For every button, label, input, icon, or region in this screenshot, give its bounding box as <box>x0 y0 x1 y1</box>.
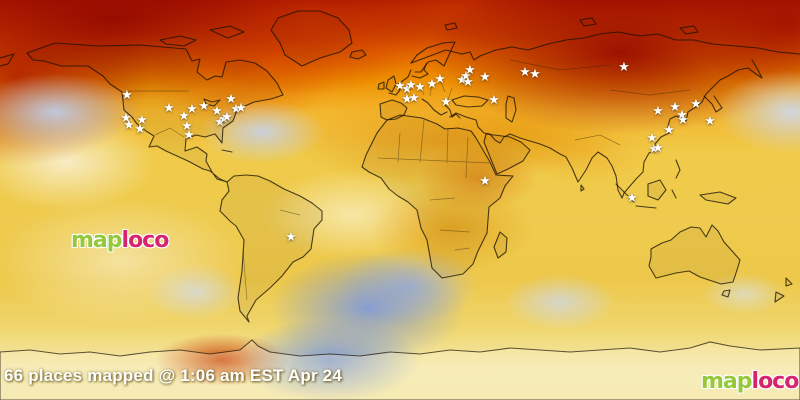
logo-text-loco: loco <box>121 228 170 253</box>
place-marker-star: ★ <box>401 80 413 96</box>
place-marker-star: ★ <box>230 100 242 116</box>
place-marker-star: ★ <box>178 107 190 123</box>
place-marker-star: ★ <box>462 73 474 89</box>
place-marker-star: ★ <box>434 70 446 86</box>
place-marker-star: ★ <box>120 109 132 125</box>
place-marker-star: ★ <box>704 112 716 128</box>
place-marker-star: ★ <box>479 68 491 84</box>
place-marker-star: ★ <box>626 189 638 205</box>
place-marker-star: ★ <box>690 95 702 111</box>
place-marker-star: ★ <box>163 99 175 115</box>
logo-text-map: map <box>701 369 753 394</box>
place-marker-star: ★ <box>460 67 472 83</box>
place-marker-star: ★ <box>488 91 500 107</box>
place-marker-star: ★ <box>529 65 541 81</box>
place-marker-star: ★ <box>464 61 476 77</box>
place-marker-star: ★ <box>676 106 688 122</box>
place-marker-star: ★ <box>426 75 438 91</box>
place-marker-star: ★ <box>440 93 452 109</box>
place-marker-star: ★ <box>652 102 664 118</box>
logo-text-map: map <box>71 228 123 253</box>
place-marker-star: ★ <box>214 113 226 129</box>
place-marker-star: ★ <box>123 116 135 132</box>
place-marker-star: ★ <box>456 71 468 87</box>
place-marker-star: ★ <box>181 117 193 133</box>
place-marker-star: ★ <box>479 172 491 188</box>
place-marker-star: ★ <box>519 63 531 79</box>
place-marker-star: ★ <box>414 78 426 94</box>
place-marker-star: ★ <box>186 100 198 116</box>
place-marker-star: ★ <box>136 111 148 127</box>
place-marker-star: ★ <box>618 58 630 74</box>
place-marker-star: ★ <box>221 108 233 124</box>
maploco-watermark-right: maploco <box>701 369 800 394</box>
place-marker-star: ★ <box>652 139 664 155</box>
place-marker-star: ★ <box>198 97 210 113</box>
place-marker-star: ★ <box>235 99 247 115</box>
place-marker-star: ★ <box>663 121 675 137</box>
place-marker-star: ★ <box>646 129 658 145</box>
maploco-watermark-left: maploco <box>71 228 170 253</box>
landmass-outlines <box>0 11 800 400</box>
place-marker-star: ★ <box>285 228 297 244</box>
place-marker-star: ★ <box>183 126 195 142</box>
place-marker-star: ★ <box>669 98 681 114</box>
place-marker-star: ★ <box>225 90 237 106</box>
logo-text-loco: loco <box>751 369 800 394</box>
country-borders <box>127 60 690 300</box>
place-marker-star: ★ <box>405 76 417 92</box>
place-marker-star: ★ <box>408 89 420 105</box>
place-marker-star: ★ <box>218 110 230 126</box>
place-marker-star: ★ <box>677 111 689 127</box>
place-marker-star: ★ <box>648 140 660 156</box>
place-marker-star: ★ <box>394 77 406 93</box>
place-marker-star: ★ <box>121 86 133 102</box>
place-marker-star: ★ <box>401 90 413 106</box>
place-marker-star: ★ <box>211 102 223 118</box>
status-bar: 66 places mapped @ 1:06 am EST Apr 24 <box>4 366 342 385</box>
place-marker-star: ★ <box>134 120 146 136</box>
